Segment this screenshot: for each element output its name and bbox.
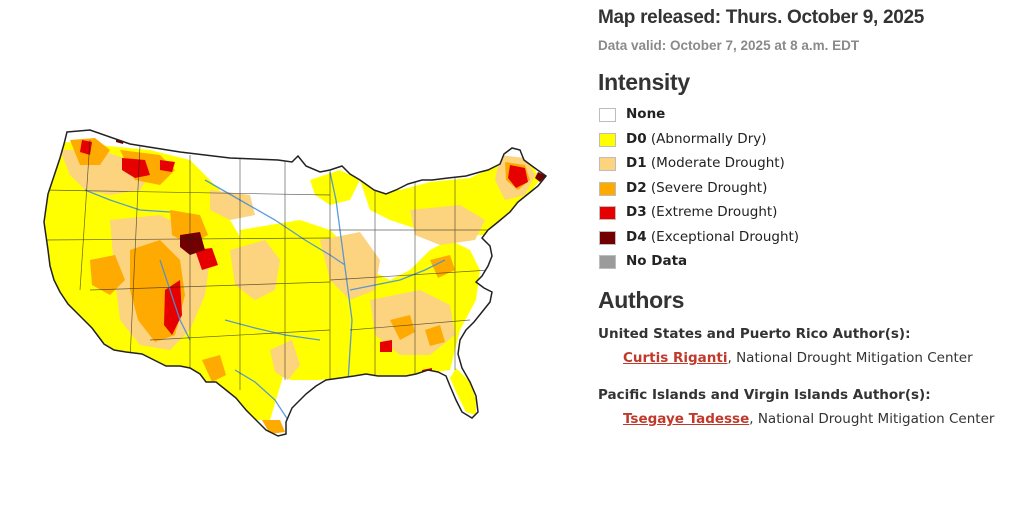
legend-label: D0 (Abnormally Dry) <box>626 131 767 147</box>
data-valid: Data valid: October 7, 2025 at 8 a.m. ED… <box>598 38 860 53</box>
us-author-line: Curtis Riganti, National Drought Mitigat… <box>623 350 973 366</box>
legend-swatch <box>599 206 616 220</box>
legend-desc: (Exceptional Drought) <box>646 228 800 245</box>
legend-label: No Data <box>626 253 687 269</box>
legend-swatch <box>599 255 616 269</box>
legend-label: D4 (Exceptional Drought) <box>626 229 799 245</box>
legend-desc: (Severe Drought) <box>646 179 768 196</box>
legend-code: No Data <box>626 253 688 269</box>
legend-swatch <box>599 181 616 196</box>
legend-swatch <box>599 132 616 147</box>
rivers <box>84 171 446 421</box>
pi-author-line: Tsegaye Tadesse, National Drought Mitiga… <box>623 411 994 427</box>
legend-code: D2 <box>626 179 647 196</box>
map-released: Map released: Thurs. October 9, 2025 <box>598 7 925 28</box>
us-author-link[interactable]: Curtis Riganti <box>623 350 728 366</box>
authors-title: Authors <box>598 287 685 313</box>
legend-item: D2 (Severe Drought) <box>598 180 898 205</box>
legend-item: No Data <box>598 253 898 278</box>
legend-label: D1 (Moderate Drought) <box>626 155 785 171</box>
pi-authors-heading: Pacific Islands and Virgin Islands Autho… <box>598 387 931 403</box>
legend-label: D2 (Severe Drought) <box>626 180 767 196</box>
legend-swatch <box>599 230 616 245</box>
drought-map <box>43 129 547 437</box>
us-author-org: , National Drought Mitigation Center <box>727 350 973 366</box>
us-authors-heading: United States and Puerto Rico Author(s): <box>598 326 911 342</box>
legend-code: D4 <box>626 228 647 245</box>
legend-item: D3 (Extreme Drought) <box>598 204 898 229</box>
pi-author-link[interactable]: Tsegaye Tadesse <box>623 411 750 427</box>
legend-item: D1 (Moderate Drought) <box>598 155 898 180</box>
legend-code: None <box>626 106 666 122</box>
legend-item: None <box>598 106 898 131</box>
legend-swatch <box>599 108 616 122</box>
legend-desc: (Moderate Drought) <box>646 155 785 171</box>
legend-label: None <box>626 106 665 122</box>
legend-desc: (Abnormally Dry) <box>646 130 767 147</box>
d3-areas <box>80 140 528 376</box>
legend-code: D1 <box>626 155 647 171</box>
legend-code: D3 <box>626 204 647 220</box>
legend-code: D0 <box>626 130 647 147</box>
legend-item: D4 (Exceptional Drought) <box>598 229 898 254</box>
pi-author-org: , National Drought Mitigation Center <box>749 411 995 427</box>
state-borders <box>44 139 491 390</box>
legend-desc: (Extreme Drought) <box>646 204 778 220</box>
legend-title: Intensity <box>598 69 690 95</box>
legend: None D0 (Abnormally Dry) D1 (Moderate Drou… <box>598 106 898 278</box>
legend-label: D3 (Extreme Drought) <box>626 204 777 220</box>
legend-item: D0 (Abnormally Dry) <box>598 131 898 156</box>
legend-swatch <box>599 157 616 171</box>
